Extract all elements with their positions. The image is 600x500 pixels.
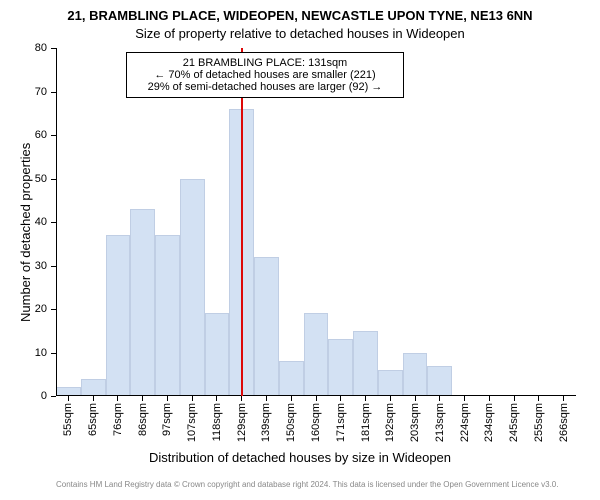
ytick-mark — [51, 135, 56, 136]
y-axis-line — [56, 48, 57, 396]
xtick-mark — [167, 396, 168, 401]
histogram-bar — [427, 366, 452, 396]
xtick-mark — [489, 396, 490, 401]
histogram-bar — [155, 235, 180, 396]
y-axis-label: Number of detached properties — [18, 143, 33, 322]
xtick-mark — [464, 396, 465, 401]
ytick-label: 70 — [0, 86, 47, 98]
ytick-mark — [51, 179, 56, 180]
xtick-mark — [538, 396, 539, 401]
xtick-label: 224sqm — [459, 403, 471, 442]
xtick-mark — [340, 396, 341, 401]
histogram-bar — [279, 361, 304, 396]
xtick-label: 118sqm — [211, 403, 223, 441]
xtick-label: 129sqm — [236, 403, 248, 442]
histogram-bar — [403, 353, 428, 397]
xtick-label: 150sqm — [285, 403, 297, 442]
histogram-bar — [353, 331, 378, 396]
xtick-label: 97sqm — [161, 403, 173, 436]
ytick-mark — [51, 309, 56, 310]
histogram-bar — [180, 179, 205, 397]
xtick-mark — [93, 396, 94, 401]
x-axis-label: Distribution of detached houses by size … — [0, 450, 600, 465]
histogram-bar — [106, 235, 131, 396]
ytick-label: 60 — [0, 129, 47, 141]
xtick-label: 139sqm — [260, 403, 272, 442]
plot-area — [56, 48, 576, 396]
title-line2: Size of property relative to detached ho… — [0, 26, 600, 41]
annotation-line-3: 29% of semi-detached houses are larger (… — [127, 81, 403, 93]
title-line1: 21, BRAMBLING PLACE, WIDEOPEN, NEWCASTLE… — [0, 8, 600, 23]
ytick-mark — [51, 222, 56, 223]
xtick-mark — [241, 396, 242, 401]
xtick-label: 213sqm — [434, 403, 446, 442]
ytick-label: 20 — [0, 303, 47, 315]
xtick-mark — [266, 396, 267, 401]
histogram-bar — [205, 313, 230, 396]
xtick-label: 107sqm — [186, 403, 198, 442]
annotation-line-2: ← 70% of detached houses are smaller (22… — [127, 69, 403, 81]
xtick-mark — [365, 396, 366, 401]
xtick-label: 266sqm — [558, 403, 570, 442]
ytick-mark — [51, 396, 56, 397]
xtick-mark — [514, 396, 515, 401]
xtick-mark — [390, 396, 391, 401]
xtick-label: 171sqm — [335, 403, 347, 442]
xtick-label: 65sqm — [87, 403, 99, 436]
xtick-mark — [291, 396, 292, 401]
xtick-mark — [563, 396, 564, 401]
histogram-bar — [130, 209, 155, 396]
xtick-mark — [216, 396, 217, 401]
xtick-mark — [68, 396, 69, 401]
xtick-label: 55sqm — [62, 403, 74, 436]
xtick-mark — [439, 396, 440, 401]
reference-marker-line — [241, 48, 243, 396]
histogram-bar — [81, 379, 106, 396]
ytick-mark — [51, 48, 56, 49]
xtick-label: 86sqm — [137, 403, 149, 436]
xtick-label: 245sqm — [508, 403, 520, 442]
chart-root: 21, BRAMBLING PLACE, WIDEOPEN, NEWCASTLE… — [0, 0, 600, 500]
ytick-label: 0 — [0, 390, 47, 402]
xtick-label: 160sqm — [310, 403, 322, 442]
histogram-bar — [328, 339, 353, 396]
xtick-mark — [192, 396, 193, 401]
xtick-mark — [316, 396, 317, 401]
xtick-mark — [117, 396, 118, 401]
ytick-mark — [51, 353, 56, 354]
xtick-label: 192sqm — [384, 403, 396, 442]
ytick-mark — [51, 266, 56, 267]
ytick-mark — [51, 92, 56, 93]
ytick-label: 80 — [0, 42, 47, 54]
ytick-label: 30 — [0, 260, 47, 272]
ytick-label: 10 — [0, 347, 47, 359]
xtick-label: 255sqm — [533, 403, 545, 442]
footnote-text: Contains HM Land Registry data © Crown c… — [56, 480, 558, 489]
histogram-bar — [254, 257, 279, 396]
xtick-label: 181sqm — [360, 403, 372, 442]
annotation-line-1: 21 BRAMBLING PLACE: 131sqm — [127, 57, 403, 69]
xtick-mark — [142, 396, 143, 401]
histogram-bar — [304, 313, 329, 396]
xtick-mark — [415, 396, 416, 401]
ytick-label: 40 — [0, 216, 47, 228]
xtick-label: 76sqm — [112, 403, 124, 436]
xtick-label: 234sqm — [483, 403, 495, 442]
ytick-label: 50 — [0, 173, 47, 185]
annotation-box: 21 BRAMBLING PLACE: 131sqm ← 70% of deta… — [126, 52, 404, 98]
xtick-label: 203sqm — [409, 403, 421, 442]
histogram-bar — [378, 370, 403, 396]
